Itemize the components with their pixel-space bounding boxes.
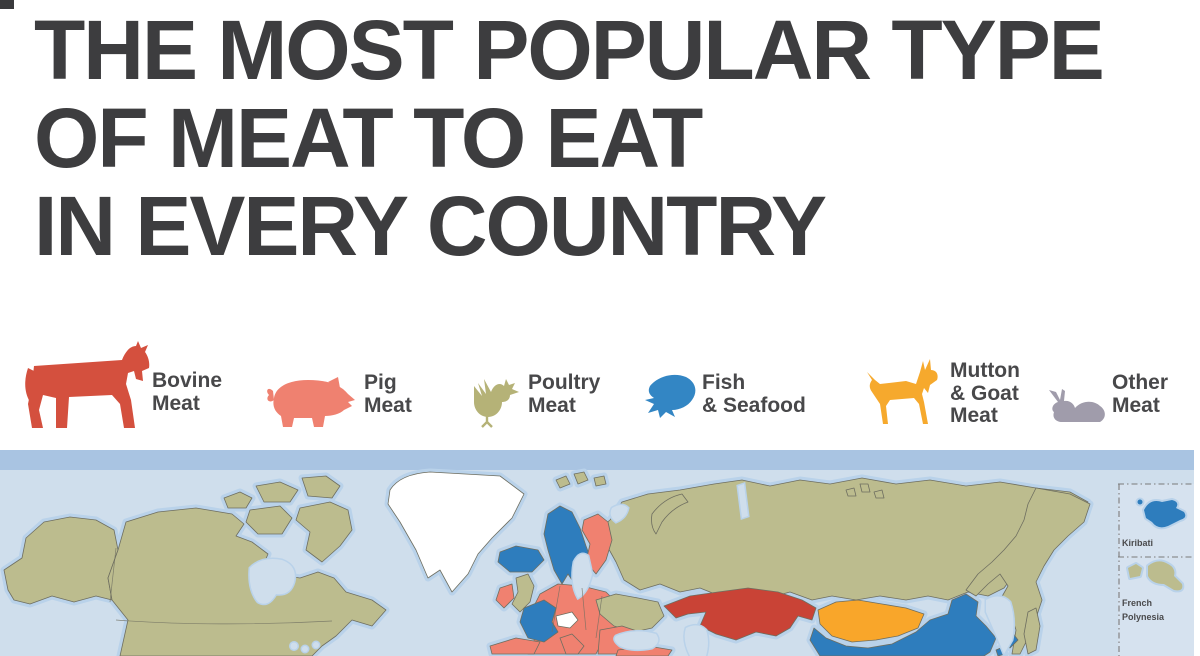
chicken-icon [474,379,519,428]
inland-seas [248,481,1016,656]
corner-crop-mark [0,0,14,9]
legend-label-pig: Pig Meat [364,371,412,417]
french-polynesia-label-line1: French [1122,598,1152,608]
cow-icon [25,341,150,428]
pacific-inset: Kiribati French Polynesia [1118,483,1194,656]
page-title: THE MOST POPULAR TYPE OF MEAT TO EAT IN … [34,3,1105,273]
goat-icon [867,359,938,424]
legend-label-bovine: Bovine Meat [152,369,223,415]
rabbit-icon [1049,389,1105,422]
legend-label-mutton-goat: Mutton & Goat Meat [950,359,1020,427]
legend-label-poultry: Poultry Meat [528,371,601,417]
title-line-3: IN EVERY COUNTRY [34,179,827,273]
legend-label-fish: Fish & Seafood [702,371,806,417]
title-line-2: OF MEAT TO EAT [34,91,703,185]
kiribati-label: Kiribati [1122,538,1153,548]
fish-icon [645,374,696,418]
pig-icon [267,377,355,427]
kiribati-islands [1135,497,1188,530]
map-top-band [0,450,1194,470]
world-map: Kiribati French Polynesia [0,450,1194,656]
legend-label-other: Other Meat [1112,371,1169,417]
title-line-1: THE MOST POPULAR TYPE [34,3,1105,97]
border-lines [109,547,603,639]
french-polynesia-islands [1126,559,1185,593]
legend: Bovine Meat Pig Meat Poultry Meat [25,341,1169,428]
french-polynesia-label-line2: Polynesia [1122,612,1165,622]
